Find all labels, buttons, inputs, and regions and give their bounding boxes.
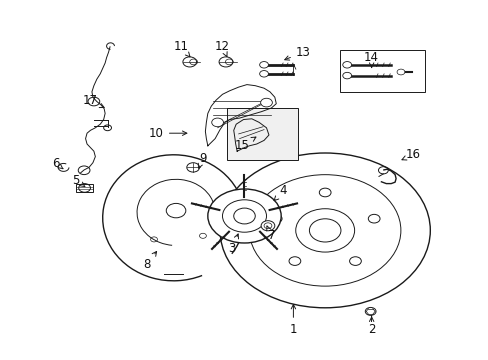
Circle shape (342, 72, 351, 79)
Circle shape (342, 62, 351, 68)
Circle shape (367, 214, 379, 223)
Circle shape (260, 98, 272, 107)
Text: 8: 8 (142, 252, 156, 271)
Circle shape (211, 118, 223, 127)
Text: 5: 5 (72, 174, 84, 186)
Bar (227, 108, 298, 160)
Circle shape (261, 221, 274, 231)
Text: 11: 11 (173, 40, 190, 57)
Text: 1: 1 (289, 305, 297, 336)
Text: 3: 3 (228, 234, 238, 255)
Text: 2: 2 (367, 317, 375, 336)
Text: 17: 17 (83, 94, 104, 108)
Circle shape (270, 214, 282, 223)
Text: 4: 4 (274, 184, 287, 201)
Circle shape (288, 257, 300, 265)
Text: 15: 15 (234, 137, 255, 152)
Bar (339, 50, 425, 92)
Text: 9: 9 (198, 152, 206, 168)
Text: 16: 16 (401, 148, 420, 161)
Circle shape (259, 71, 268, 77)
Text: 13: 13 (284, 46, 310, 60)
Circle shape (259, 62, 268, 68)
Circle shape (349, 257, 361, 265)
Bar (76, 184, 93, 192)
Text: 7: 7 (266, 226, 275, 242)
Text: 12: 12 (215, 40, 229, 57)
Text: 14: 14 (364, 51, 378, 67)
Circle shape (319, 188, 330, 197)
Circle shape (207, 189, 281, 243)
Text: 10: 10 (149, 127, 186, 140)
Text: 6: 6 (52, 157, 63, 170)
Circle shape (396, 69, 404, 75)
Circle shape (309, 219, 340, 242)
